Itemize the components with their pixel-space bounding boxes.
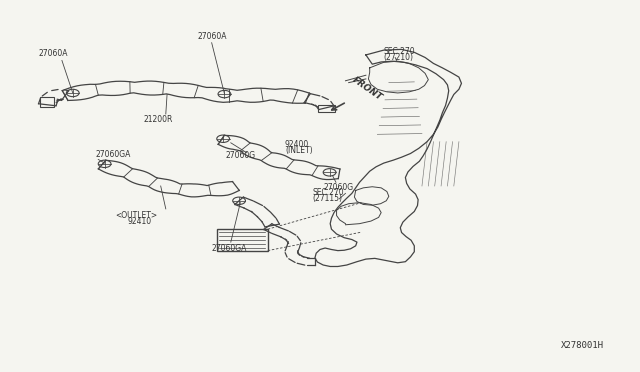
Text: 27060GA: 27060GA: [96, 150, 131, 160]
Text: X278001H: X278001H: [561, 341, 604, 350]
Bar: [217, 229, 268, 251]
Bar: [318, 105, 335, 112]
Text: 27060G: 27060G: [225, 151, 255, 160]
Bar: [40, 97, 54, 108]
Text: (27115): (27115): [312, 194, 342, 203]
Text: <OUTLET>: <OUTLET>: [115, 211, 157, 220]
Text: 27060A: 27060A: [198, 32, 227, 41]
Text: 92400: 92400: [285, 140, 309, 149]
Text: SEC.270: SEC.270: [312, 188, 344, 197]
Text: 92410: 92410: [127, 217, 152, 226]
Text: (27210): (27210): [384, 53, 413, 62]
Text: (INLET): (INLET): [285, 146, 312, 155]
Text: 21200R: 21200R: [143, 115, 173, 125]
Text: 27060G: 27060G: [323, 183, 353, 192]
Text: FRONT: FRONT: [351, 75, 384, 102]
Text: 27060A: 27060A: [38, 49, 68, 58]
Text: SEC.270: SEC.270: [384, 47, 415, 56]
Text: 27060GA: 27060GA: [212, 244, 247, 253]
